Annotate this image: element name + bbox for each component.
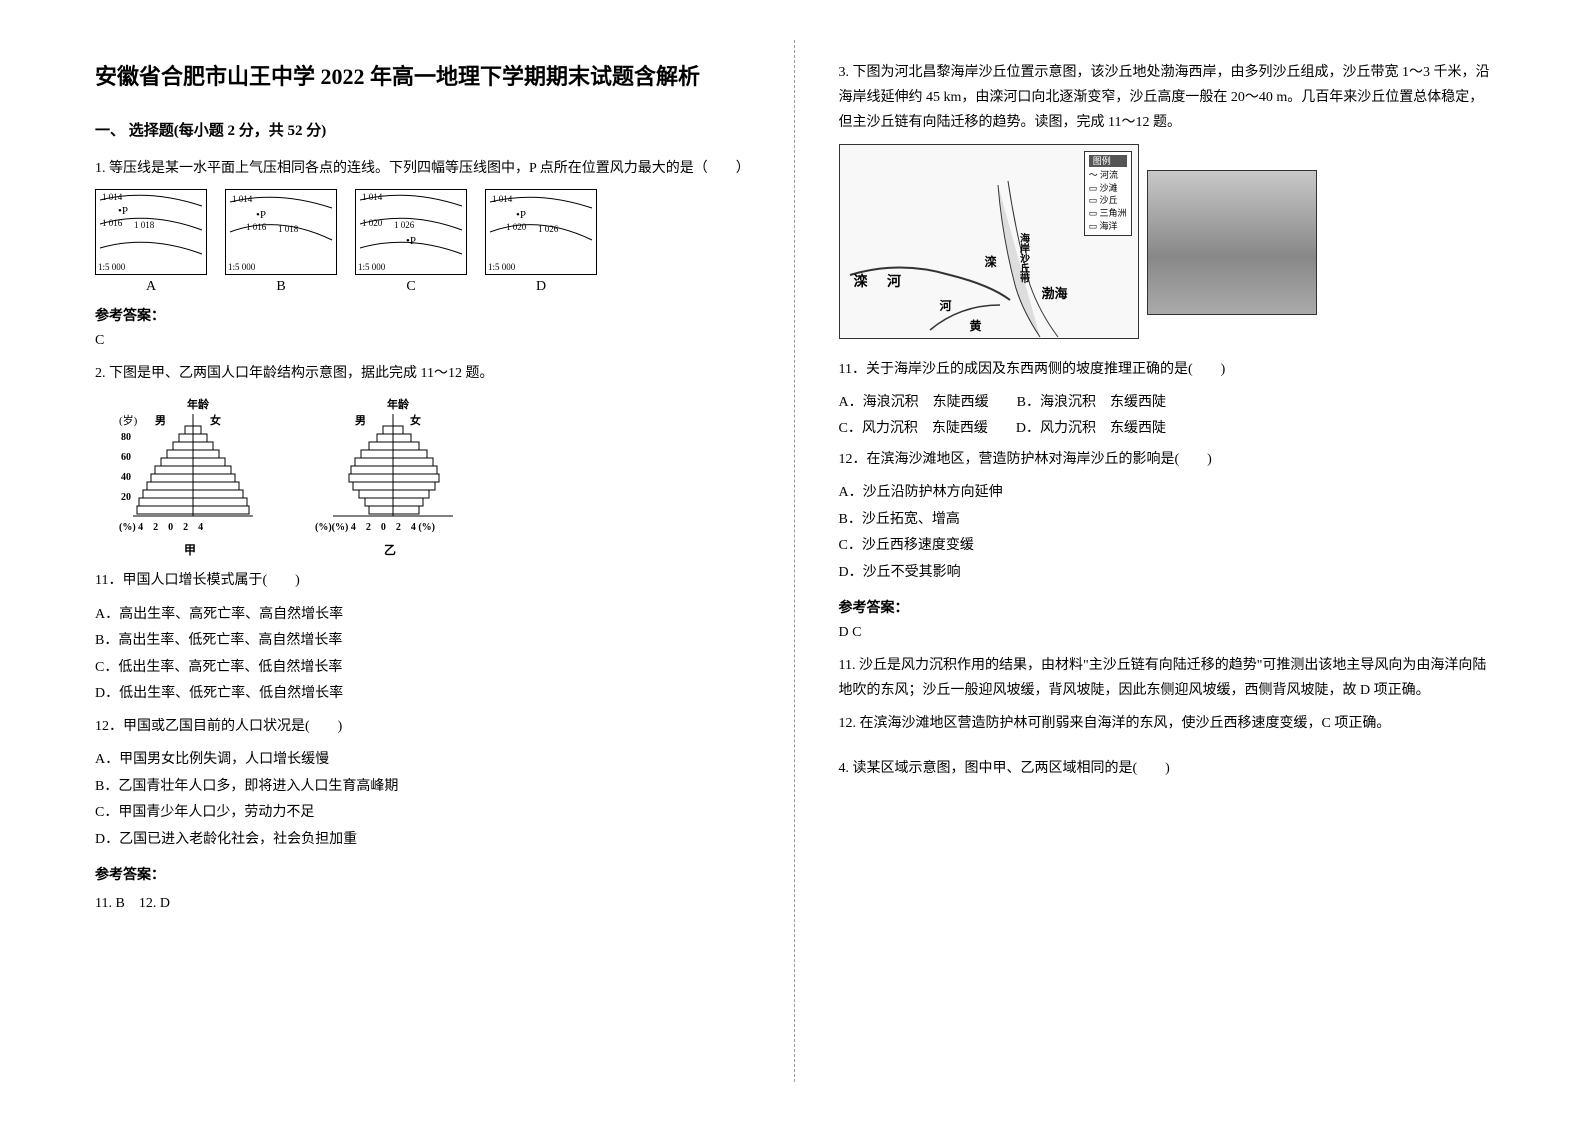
q1-diagrams: 1 014 1 016 1 018 •P 1:5 000 A 1 014 [95,189,749,295]
exam-title: 安徽省合肥市山王中学 2022 年高一地理下学期期末试题含解析 [95,60,749,93]
label-B: B [225,279,337,295]
label-A: A [95,279,207,295]
q3-q11-text: 11．关于海岸沙丘的成因及东西两侧的坡度推理正确的是( ) [839,357,1493,382]
scale-C: 1:5 000 [358,262,464,272]
q2-q11-text: 11．甲国人口增长模式属于( ) [95,568,749,593]
svg-text:•P: •P [516,209,526,221]
svg-text:1 016: 1 016 [246,222,267,232]
svg-text:1 014: 1 014 [362,192,383,202]
luan-label: 滦 [985,253,997,270]
luanhe-label: 滦 河 [854,271,910,291]
scale-A: 1:5 000 [98,262,204,272]
svg-text:1 014: 1 014 [492,194,513,204]
svg-text:60: 60 [121,452,131,463]
q3-explain11: 11. 沙丘是风力沉积作用的结果，由材料"主沙丘链有向陆迁移的趋势"可推测出该地… [839,653,1493,703]
svg-text:(岁): (岁) [119,413,138,427]
svg-text:女: 女 [210,413,221,427]
isobar-D: 1 014 1 020 1 026 •P 1:5 000 D [485,189,597,295]
q3-q11-optAB: A．海浪沉积 东陡西缓 B．海浪沉积 东缓西陡 [839,390,1493,417]
label-C: C [355,279,467,295]
he-label: 河 [940,297,952,314]
svg-text:20: 20 [121,492,131,503]
q3-explain12: 12. 在滨海沙滩地区营造防护林可削弱来自海洋的东风，使沙丘西移速度变缓，C 项… [839,711,1493,736]
column-divider [794,40,795,1082]
q3-q12-optC: C．沙丘西移速度变缓 [839,533,1493,560]
svg-text:40: 40 [121,472,131,483]
q3-q12-optB: B．沙丘拓宽、增高 [839,507,1493,534]
q2-q12-text: 12．甲国或乙国目前的人口状况是( ) [95,714,749,739]
svg-text:男: 男 [355,414,366,427]
pyramid-yi-label: 乙 [315,541,465,558]
isobar-B: 1 014 1 016 1 018 •P 1:5 000 B [225,189,337,295]
right-column: 3. 下图为河北昌黎海岸沙丘位置示意图，该沙丘地处渤海西岸，由多列沙丘组成，沙丘… [794,60,1538,1062]
q3-intro: 3. 下图为河北昌黎海岸沙丘位置示意图，该沙丘地处渤海西岸，由多列沙丘组成，沙丘… [839,60,1493,136]
svg-text:男: 男 [155,414,166,427]
label-D: D [485,279,597,295]
pyramid-yi: 年龄 男 女 (%)(%) 4 2 0 2 4 (%) [315,396,475,536]
isobar-C: 1 014 1 020 1 026 •P 1:5 000 C [355,189,467,295]
q2-q12-optD: D．乙国已进入老龄化社会，社会负担加重 [95,827,749,854]
svg-text:女: 女 [410,413,421,427]
svg-text:1 014: 1 014 [232,194,253,204]
q2-answer: 11. B 12. D [95,892,749,912]
svg-text:(%) 4 2 0 2 4: (%) 4 2 0 2 4 [119,522,203,533]
svg-text:年龄: 年龄 [387,397,410,411]
q3-map: 图例 ～ 河流 ▭ 沙滩 ▭ 沙丘 ▭ 三角洲 ▭ 海洋 滦 河 渤海 黄 河 … [839,144,1339,339]
q1-answer: C [95,333,749,349]
svg-text:•P: •P [406,235,416,247]
scale-B: 1:5 000 [228,262,334,272]
map-photo [1147,170,1317,315]
svg-text:80: 80 [121,432,131,443]
svg-text:年龄: 年龄 [187,397,210,411]
q2-q11-optD: D．低出生率、低死亡率、低自然增长率 [95,681,749,708]
bohai-label: 渤海 [1041,283,1067,302]
pyramid-chart: 年龄 (岁) 男 女 80 60 40 [115,396,749,558]
pyramid-jia-label: 甲 [115,541,265,558]
isobar-A: 1 014 1 016 1 018 •P 1:5 000 A [95,189,207,295]
q2-q11-optC: C．低出生率、高死亡率、低自然增长率 [95,655,749,682]
q3-q12-text: 12．在滨海沙滩地区，营造防护林对海岸沙丘的影响是( ) [839,447,1493,472]
q3-q11-optCD: C．风力沉积 东陡西缓 D．风力沉积 东缓西陡 [839,416,1493,443]
left-column: 安徽省合肥市山王中学 2022 年高一地理下学期期末试题含解析 一、 选择题(每… [50,60,794,1062]
belt-label: 海岸沙丘带 [1016,233,1031,283]
svg-text:1 014: 1 014 [102,192,123,202]
q1-answer-label: 参考答案： [95,305,749,325]
q2-answer-label: 参考答案： [95,864,749,884]
svg-text:•P: •P [256,209,266,221]
svg-text:1 018: 1 018 [134,220,155,230]
q3-answer: D C [839,625,1493,641]
svg-text:1 016: 1 016 [102,218,123,228]
q2-intro: 2. 下图是甲、乙两国人口年龄结构示意图，据此完成 11～12 题。 [95,361,749,386]
pyramid-jia: 年龄 (岁) 男 女 80 60 40 [115,396,275,536]
q2-q12-optC: C．甲国青少年人口少，劳动力不足 [95,800,749,827]
map-sketch: 图例 ～ 河流 ▭ 沙滩 ▭ 沙丘 ▭ 三角洲 ▭ 海洋 滦 河 渤海 黄 河 … [839,144,1139,339]
q3-answer-label: 参考答案： [839,597,1493,617]
scale-D: 1:5 000 [488,262,594,272]
svg-text:1 018: 1 018 [278,224,299,234]
svg-text:1 020: 1 020 [506,222,527,232]
svg-text:1 020: 1 020 [362,218,383,228]
q2-q12-optA: A．甲国男女比例失调，人口增长缓慢 [95,747,749,774]
q2-q12-optB: B．乙国青壮年人口多，即将进入人口生育高峰期 [95,774,749,801]
q1-text: 1. 等压线是某一水平面上气压相同各点的连线。下列四幅等压线图中，P 点所在位置… [95,156,749,181]
q3-q12-optD: D．沙丘不受其影响 [839,560,1493,587]
svg-text:1 026: 1 026 [538,224,559,234]
q4-text: 4. 读某区域示意图，图中甲、乙两区域相同的是( ) [839,756,1493,781]
svg-text:1 026: 1 026 [394,220,415,230]
q3-q12-optA: A．沙丘沿防护林方向延伸 [839,480,1493,507]
svg-text:(%)(%) 4 2 0 2 4 (%): (%)(%) 4 2 0 2 4 (%) [315,522,435,533]
svg-text:•P: •P [118,205,128,217]
q2-q11-optA: A．高出生率、高死亡率、高自然增长率 [95,602,749,629]
section-heading: 一、 选择题(每小题 2 分，共 52 分) [95,119,749,140]
huang-label: 黄 [970,317,982,334]
q2-q11-optB: B．高出生率、低死亡率、高自然增长率 [95,628,749,655]
